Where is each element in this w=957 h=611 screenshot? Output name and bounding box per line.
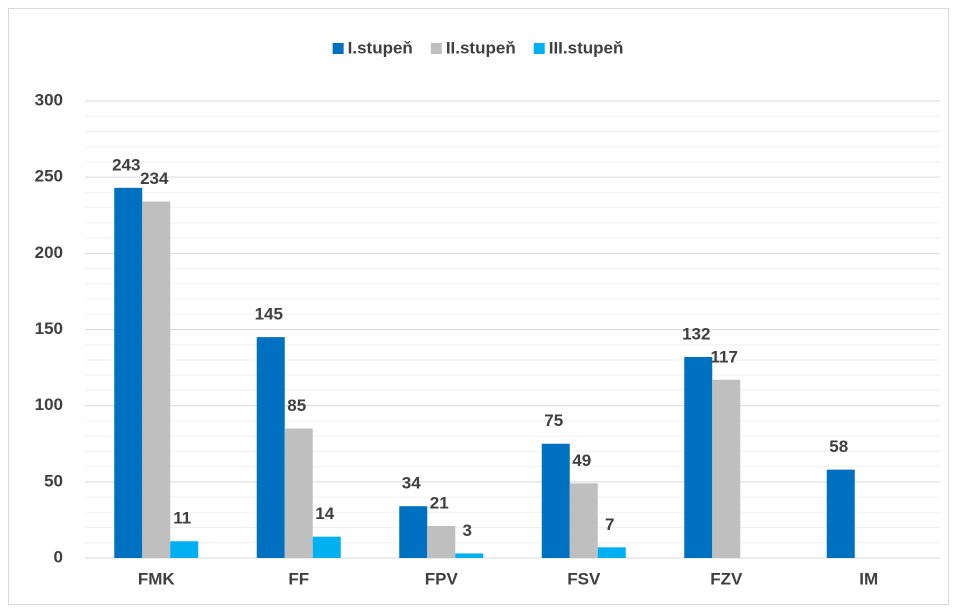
data-label: 3 (463, 521, 472, 540)
bar (114, 187, 143, 558)
data-label: 11 (173, 509, 191, 528)
bar (142, 201, 171, 559)
y-tick-label: 0 (54, 547, 63, 566)
bar (712, 379, 741, 558)
data-label: 145 (255, 305, 283, 324)
bar (569, 483, 598, 558)
x-tick-label: FSV (567, 569, 601, 588)
bar (597, 547, 626, 558)
x-tick-label: FZV (710, 569, 743, 588)
bar (399, 506, 428, 558)
data-label: 58 (829, 437, 848, 456)
data-label: 49 (572, 451, 591, 470)
bar (170, 541, 199, 558)
data-label: 34 (402, 474, 421, 493)
legend-swatch (332, 43, 344, 54)
legend-label: II.stupeň (446, 38, 516, 57)
bar (427, 526, 456, 558)
data-label: 132 (682, 324, 710, 343)
y-tick-label: 200 (35, 243, 63, 262)
x-tick-label: FMK (138, 569, 176, 588)
data-label: 21 (430, 493, 449, 512)
legend-swatch (533, 43, 545, 54)
y-tick-label: 300 (35, 90, 63, 109)
legend-item: II.stupeň (430, 38, 516, 57)
bar (284, 428, 313, 558)
bar (256, 337, 285, 558)
x-tick-label: IM (859, 569, 878, 588)
data-label: 85 (287, 396, 306, 415)
legend-item: III.stupeň (533, 38, 624, 57)
data-label: 117 (711, 347, 738, 366)
bar (541, 443, 570, 558)
x-tick-label: FPV (425, 569, 459, 588)
legend-label: I.stupeň (348, 38, 413, 57)
data-label: 75 (544, 411, 563, 430)
bar (455, 553, 484, 558)
legend-item: I.stupeň (332, 38, 413, 57)
y-tick-label: 50 (44, 471, 63, 490)
data-label: 14 (315, 504, 334, 523)
bar (826, 469, 855, 558)
x-tick-label: FF (288, 569, 309, 588)
data-label: 234 (140, 169, 169, 188)
bar (312, 536, 341, 558)
y-tick-label: 250 (35, 167, 63, 186)
y-tick-label: 100 (35, 395, 63, 414)
y-tick-label: 150 (35, 319, 63, 338)
bar (684, 356, 713, 558)
legend-label: III.stupeň (549, 38, 624, 57)
legend-swatch (430, 43, 442, 54)
data-label: 7 (605, 515, 614, 534)
data-label: 243 (112, 155, 140, 174)
